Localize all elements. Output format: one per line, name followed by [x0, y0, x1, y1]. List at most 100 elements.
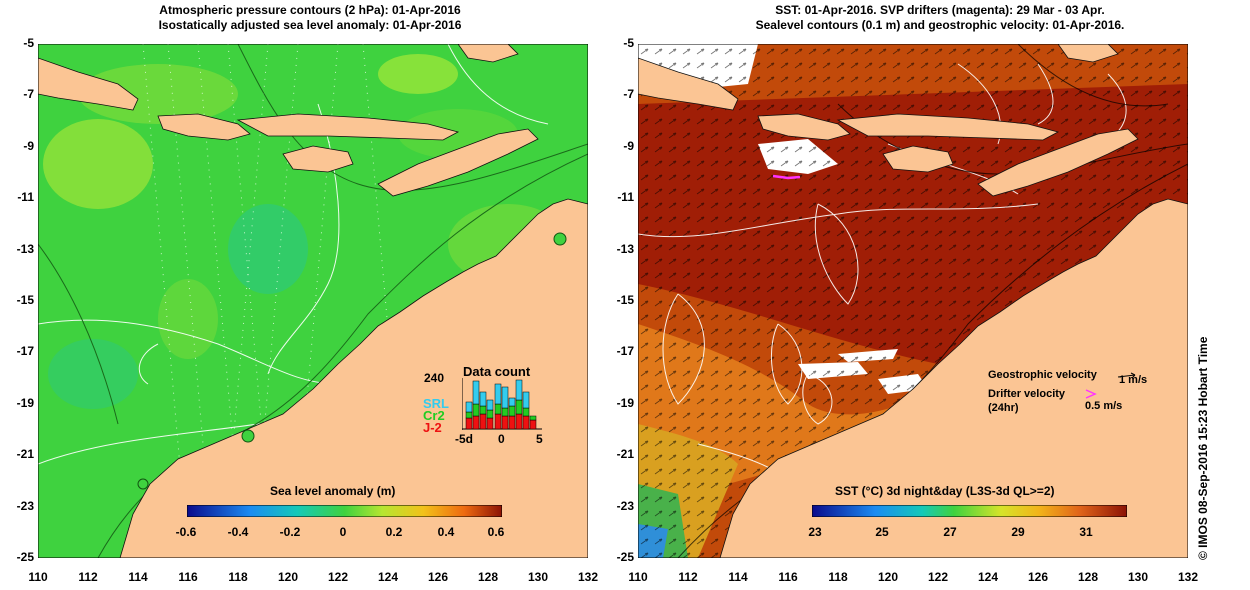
drifter-scale: 0.5 m/s [1085, 400, 1123, 412]
x-tick-label: 122 [927, 570, 949, 584]
sla-colorbar-label: Sea level anomaly (m) [270, 484, 396, 498]
imos-credit: © IMOS 08-Sep-2016 15:23 Hobart Time [1196, 336, 1210, 560]
sst-colorbar-tick: 31 [1079, 525, 1093, 539]
y-tick-label: -15 [616, 293, 634, 307]
x-tick-label: 128 [1077, 570, 1099, 584]
drifter-scale-arrow [1085, 389, 1097, 399]
sst-colorbar-tick: 23 [808, 525, 822, 539]
y-tick-label: -9 [23, 138, 34, 153]
legend-srl: SRL [423, 396, 449, 411]
data-count-x-label: 0 [498, 432, 505, 446]
x-tick-label: 124 [977, 570, 999, 584]
x-tick-label: 132 [1177, 570, 1199, 584]
x-tick-label: 112 [78, 570, 98, 584]
y-tick-label: -11 [617, 190, 634, 205]
y-tick-label: -11 [17, 190, 34, 205]
x-tick-label: 118 [228, 570, 248, 584]
obs-station [553, 232, 567, 246]
data-count-ymax: 240 [424, 371, 445, 385]
north-islands [1057, 44, 1119, 63]
x-tick-label: 118 [828, 570, 848, 584]
data-count-x-label: 5 [536, 432, 543, 446]
y-tick-label: -17 [16, 344, 34, 359]
north-islands [457, 44, 519, 63]
y-tick-label: -25 [16, 550, 34, 564]
sla-colorbar-tick: 0.4 [437, 525, 455, 539]
java-island [638, 57, 739, 111]
data-count-x-label: -5d [455, 432, 473, 446]
sla-colorbar-tick: 0.6 [487, 525, 505, 539]
obs-station [137, 478, 149, 490]
legend-cr2: Cr2 [423, 408, 445, 423]
y-tick-label: -9 [623, 138, 634, 153]
x-tick-label: 128 [477, 570, 499, 584]
sla-map [38, 44, 588, 558]
y-tick-label: -21 [16, 447, 34, 462]
obs-station [241, 429, 255, 443]
y-tick-label: -19 [16, 395, 34, 410]
y-tick-label: -23 [616, 498, 634, 513]
drifter-label-2: (24hr) [988, 402, 1019, 414]
sumbawa-flores-islands [836, 113, 1060, 141]
right-title-line1: SST: 01-Apr-2016. SVP drifters (magenta)… [775, 3, 1105, 17]
x-tick-label: 130 [527, 570, 549, 584]
sla-colorbar-tick: -0.2 [279, 525, 301, 539]
y-tick-label: -17 [616, 344, 634, 359]
geostrophic-label: Geostrophic velocity [988, 369, 1097, 381]
x-tick-label: 116 [178, 570, 198, 584]
x-tick-label: 132 [577, 570, 599, 584]
y-tick-label: -21 [616, 447, 634, 462]
left-title-line1: Atmospheric pressure contours (2 hPa): 0… [159, 3, 461, 17]
y-tick-label: -19 [616, 395, 634, 410]
timor-island [377, 128, 539, 197]
svp-drifter-track [772, 174, 801, 180]
x-tick-label: 124 [377, 570, 399, 584]
x-tick-label: 126 [427, 570, 449, 584]
x-tick-label: 112 [678, 570, 698, 584]
x-tick-label: 126 [1027, 570, 1049, 584]
sst-colorbar-tick: 25 [875, 525, 889, 539]
x-tick-label: 120 [877, 570, 899, 584]
y-tick-label: -13 [16, 241, 34, 256]
sla-colorbar-tick: -0.6 [175, 525, 197, 539]
right-title-line2: Sealevel contours (0.1 m) and geostrophi… [755, 18, 1125, 32]
bali-lombok-islands [757, 113, 851, 141]
y-tick-label: -7 [23, 87, 34, 102]
data-count-chart [462, 378, 542, 430]
sla-colorbar-tick: 0.2 [385, 525, 403, 539]
sumba-island [282, 145, 354, 173]
sla-colorbar [187, 505, 502, 517]
legend-j2: J-2 [423, 420, 442, 435]
timor-island [977, 128, 1139, 197]
y-tick-label: -13 [616, 241, 634, 256]
left-title-line2: Isostatically adjusted sea level anomaly… [158, 18, 462, 32]
geostrophic-scale: 1 m/s [1119, 374, 1148, 386]
sla-colorbar-tick: -0.4 [227, 525, 249, 539]
y-tick-label: -5 [623, 36, 634, 50]
x-tick-label: 116 [778, 570, 798, 584]
y-tick-label: -7 [623, 87, 634, 102]
sst-colorbar-tick: 27 [943, 525, 957, 539]
sst-colorbar [812, 505, 1127, 517]
java-island [38, 57, 139, 111]
left-title: Atmospheric pressure contours (2 hPa): 0… [110, 3, 510, 33]
y-tick-label: -15 [16, 293, 34, 307]
bali-lombok-islands [157, 113, 251, 141]
sumbawa-flores-islands [236, 113, 460, 141]
y-tick-label: -25 [616, 550, 634, 564]
sla-colorbar-tick: 0 [339, 525, 347, 539]
australia-land [119, 198, 588, 558]
x-tick-label: 122 [327, 570, 349, 584]
data-count-title: Data count [463, 364, 531, 379]
x-tick-label: 120 [277, 570, 299, 584]
geostrophic-scale-arrow [1117, 372, 1136, 379]
sst-colorbar-tick: 29 [1011, 525, 1025, 539]
sst-map [638, 44, 1188, 558]
x-tick-label: 114 [128, 570, 148, 584]
y-tick-label: -23 [16, 498, 34, 513]
x-tick-label: 130 [1127, 570, 1149, 584]
x-tick-label: 110 [628, 570, 648, 584]
y-tick-label: -5 [23, 36, 34, 50]
australia-land [719, 198, 1188, 558]
sst-colorbar-label: SST (°C) 3d night&day (L3S-3d QL>=2) [835, 484, 1055, 498]
